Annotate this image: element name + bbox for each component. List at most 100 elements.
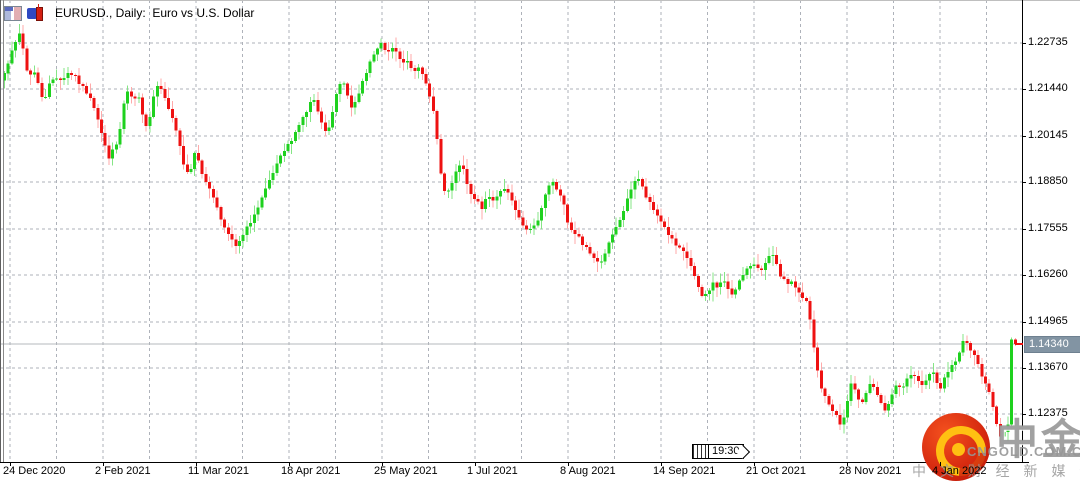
price-axis[interactable]: 1.22735 1.21440 1.20145 1.18850 1.17555 1.162… <box>1022 0 1080 462</box>
countdown-stripes-icon <box>693 445 709 458</box>
candle-down <box>439 134 443 176</box>
price-tick <box>1022 275 1026 276</box>
candle-down <box>838 404 842 431</box>
candle-up <box>499 189 503 205</box>
candle-up <box>599 254 603 269</box>
candle-down <box>987 378 991 395</box>
price-axis-label: 1.12375 <box>1028 407 1068 419</box>
candle-up <box>114 141 118 154</box>
candle-down <box>517 199 521 220</box>
candle-up <box>543 192 547 217</box>
candle-up <box>66 67 70 85</box>
candle-up <box>368 59 372 78</box>
candle-up <box>532 218 536 235</box>
candle-down <box>461 155 465 175</box>
date-axis-label: 4 Jan 2022 <box>932 465 987 477</box>
candle-down <box>409 53 413 72</box>
candle-down <box>693 262 696 280</box>
candle-up <box>450 175 454 199</box>
candle-down <box>525 219 529 235</box>
candle-down <box>980 358 984 384</box>
candle-up <box>528 223 532 234</box>
candle-up <box>771 246 775 267</box>
candle-up <box>495 190 499 209</box>
price-tick <box>1022 182 1026 183</box>
candle-down <box>778 259 782 279</box>
candle-down <box>939 378 943 392</box>
candle-up <box>152 90 156 119</box>
candle-up <box>297 122 301 140</box>
candle-up <box>484 191 488 213</box>
countdown-box: 19:30 <box>692 444 744 459</box>
candle-up <box>305 110 309 128</box>
candle-down <box>36 67 40 85</box>
candle-up <box>487 189 491 207</box>
candle-down <box>730 280 734 298</box>
candle-up <box>357 84 361 104</box>
candle-up <box>361 78 365 96</box>
date-tick <box>103 462 104 466</box>
candle-down <box>185 154 189 175</box>
candle-up <box>849 374 853 406</box>
candle-up <box>301 115 305 133</box>
date-tick <box>847 462 848 466</box>
candle-down <box>782 271 786 281</box>
candle-up <box>17 24 21 46</box>
price-tick <box>1022 89 1026 90</box>
current-price-label: 1.14340 <box>1024 336 1080 353</box>
candle-up <box>905 373 909 394</box>
candle-up <box>734 287 738 299</box>
candlestick-chart[interactable] <box>0 0 1022 462</box>
candle-down <box>141 93 144 123</box>
date-axis-line <box>0 462 1029 463</box>
candle-up <box>752 257 756 270</box>
candle-down <box>674 232 678 254</box>
candlestick-chart-icon[interactable] <box>27 3 43 21</box>
price-tick <box>1022 136 1026 137</box>
candle-up <box>887 400 890 417</box>
candle-down <box>92 96 96 111</box>
candle-up <box>622 206 626 227</box>
candle-down <box>670 231 674 244</box>
candle-up <box>249 215 253 234</box>
candle-down <box>107 136 111 165</box>
candle-down <box>860 397 864 404</box>
date-axis[interactable]: 24 Dec 2020 2 Feb 2021 11 Mar 2021 18 Apr 2… <box>0 462 1080 482</box>
chart-window-icon[interactable] <box>4 5 22 21</box>
candle-down <box>476 195 480 205</box>
candle-down <box>387 42 391 61</box>
candle-up <box>271 165 275 186</box>
candle-down <box>984 372 987 391</box>
candle-up <box>961 334 965 357</box>
candle-up <box>637 170 641 186</box>
candle-up <box>137 92 141 104</box>
candle-down <box>316 92 320 115</box>
candle-down <box>819 362 823 393</box>
date-tick <box>754 462 755 466</box>
candle-up <box>118 122 122 148</box>
candle-up <box>189 164 193 175</box>
candle-down <box>696 274 700 292</box>
candle-down <box>640 177 644 190</box>
candle-up <box>111 142 115 166</box>
candle-up <box>894 380 898 399</box>
candle-up <box>957 350 961 364</box>
candle-up <box>719 273 723 295</box>
candle-countdown: 19:30 <box>692 444 750 460</box>
candle-down <box>972 349 976 366</box>
candle-down <box>965 335 969 351</box>
date-axis-label: 28 Nov 2021 <box>839 465 902 477</box>
candle-down <box>652 195 655 214</box>
candle-up <box>14 39 18 58</box>
date-axis-label: 11 Mar 2021 <box>188 465 249 477</box>
candle-down <box>976 350 980 368</box>
candle-up <box>749 263 752 279</box>
candle-up <box>950 359 954 380</box>
candle-down <box>831 399 835 417</box>
candle-up <box>331 105 335 131</box>
candle-down <box>204 167 208 186</box>
candle-down <box>808 296 812 330</box>
candle-down <box>666 216 670 244</box>
candle-down <box>823 386 827 403</box>
candle-up <box>901 383 905 395</box>
